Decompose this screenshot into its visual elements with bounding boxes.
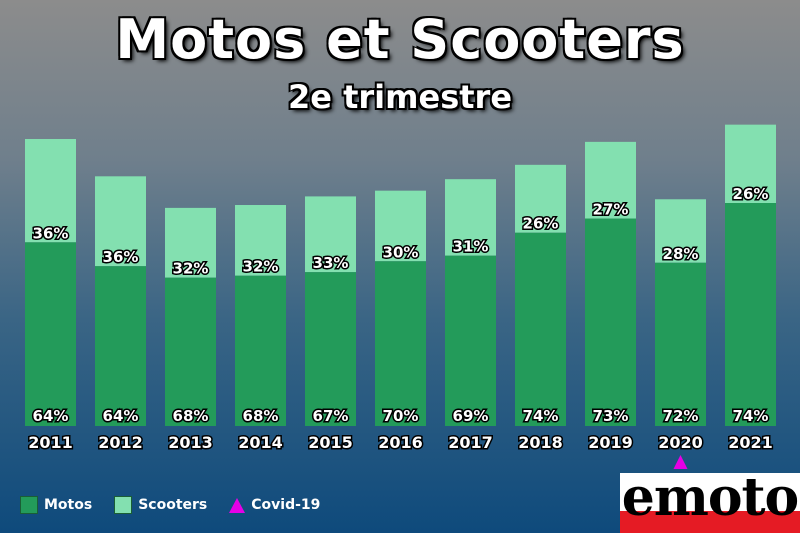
bar-motos-2017 <box>445 255 496 426</box>
label-scooters-2016: 30% <box>383 243 419 261</box>
legend-label-covid: Covid-19 <box>251 497 321 513</box>
bar-scooters-2012 <box>95 176 146 267</box>
logo-text: emoto <box>621 473 800 528</box>
bar-scooters-2019 <box>585 141 636 219</box>
triangle-icon <box>229 497 246 513</box>
label-scooters-2017: 31% <box>453 238 489 256</box>
covid-marker-2020 <box>673 455 688 469</box>
bar-scooters-2013 <box>165 207 216 278</box>
bar-motos-2018 <box>515 232 566 426</box>
x-tick-2018: 2018 <box>518 433 563 452</box>
bar-motos-2021 <box>725 203 776 426</box>
emoto-logo: emoto <box>620 473 800 533</box>
chart-subtitle: 2e trimestre <box>287 78 513 116</box>
bar-motos-2019 <box>585 218 636 426</box>
x-tick-2014: 2014 <box>238 433 283 452</box>
label-motos-2014: 68% <box>243 407 279 425</box>
legend-label-motos: Motos <box>44 497 93 513</box>
x-tick-2021: 2021 <box>728 433 773 452</box>
bar-scooters-2020 <box>655 199 706 263</box>
label-motos-2012: 64% <box>103 407 139 425</box>
x-tick-2017: 2017 <box>448 433 493 452</box>
legend-item-scooters: Scooters <box>114 496 207 514</box>
legend-swatch-motos <box>20 496 38 514</box>
legend-label-scooters: Scooters <box>138 497 208 513</box>
bar-scooters-2018 <box>515 164 566 233</box>
label-motos-2017: 69% <box>453 407 489 425</box>
legend-swatch-scooters <box>114 496 133 514</box>
bar-scooters-2017 <box>445 179 496 256</box>
label-scooters-2014: 32% <box>243 258 279 276</box>
label-motos-2013: 68% <box>173 407 209 425</box>
x-tick-2019: 2019 <box>588 433 633 452</box>
label-scooters-2012: 36% <box>103 248 139 266</box>
label-scooters-2020: 28% <box>663 245 699 263</box>
label-scooters-2013: 32% <box>173 260 209 278</box>
x-tick-2013: 2013 <box>168 433 213 452</box>
legend-item-motos: Motos <box>20 496 92 514</box>
label-scooters-2018: 26% <box>523 215 559 233</box>
label-motos-2015: 67% <box>313 407 349 425</box>
bar-motos-2014 <box>235 275 286 426</box>
logo-red-band <box>620 511 800 533</box>
x-tick-2020: 2020 <box>658 433 703 452</box>
label-motos-2020: 72% <box>663 407 699 425</box>
label-scooters-2019: 27% <box>593 201 629 219</box>
x-tick-2012: 2012 <box>98 433 143 452</box>
bar-scooters-2016 <box>375 190 426 262</box>
bar-scooters-2015 <box>305 196 356 273</box>
x-tick-2015: 2015 <box>308 433 353 452</box>
label-scooters-2011: 36% <box>33 224 69 242</box>
label-motos-2019: 73% <box>593 407 629 425</box>
bar-motos-2013 <box>165 277 216 426</box>
chart-title: Motos et Scooters <box>115 8 685 71</box>
label-scooters-2015: 33% <box>313 254 349 272</box>
x-tick-2011: 2011 <box>28 433 73 452</box>
bar-scooters-2011 <box>25 139 76 243</box>
legend-item-covid: Covid-19 <box>229 497 320 513</box>
x-tick-2016: 2016 <box>378 433 423 452</box>
label-motos-2018: 74% <box>523 407 559 425</box>
label-motos-2011: 64% <box>33 407 69 425</box>
bar-motos-2020 <box>655 262 706 426</box>
bar-motos-2016 <box>375 261 426 426</box>
bar-motos-2011 <box>25 242 76 426</box>
label-motos-2016: 70% <box>383 407 419 425</box>
bar-motos-2012 <box>95 266 146 426</box>
legend: Motos Scooters Covid-19 <box>20 496 320 514</box>
label-motos-2021: 74% <box>733 407 769 425</box>
label-scooters-2021: 26% <box>733 185 769 203</box>
bar-scooters-2014 <box>235 205 286 276</box>
bar-motos-2015 <box>305 272 356 426</box>
bar-scooters-2021 <box>725 124 776 204</box>
